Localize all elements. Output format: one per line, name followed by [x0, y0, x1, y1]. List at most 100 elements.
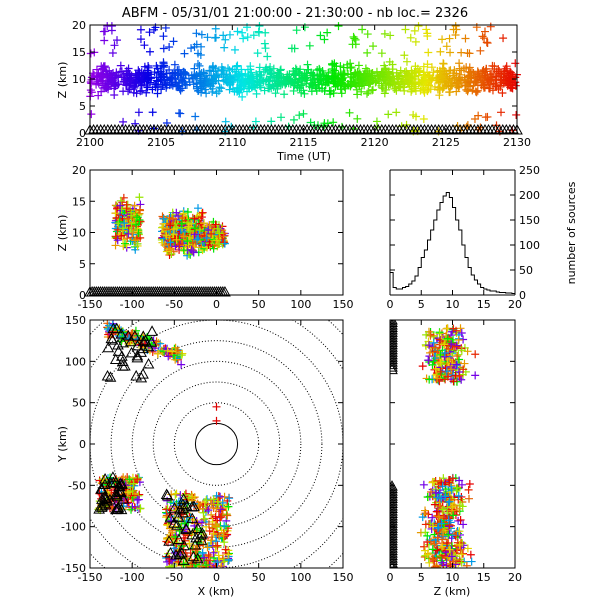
source-point — [340, 83, 349, 92]
source-point — [107, 22, 116, 31]
ground-triangle — [117, 336, 129, 348]
source-point — [486, 77, 495, 86]
x-tick-label: 20 — [508, 571, 522, 584]
ground-triangle — [191, 552, 204, 564]
source-point — [311, 82, 320, 91]
source-point — [434, 523, 443, 532]
source-point — [448, 359, 457, 368]
source-point — [363, 48, 372, 57]
source-point — [463, 544, 472, 553]
ground-triangle — [107, 471, 119, 482]
source-point — [259, 68, 268, 77]
source-point — [363, 70, 372, 79]
source-point — [225, 30, 234, 39]
source-point — [190, 214, 199, 223]
source-point — [323, 78, 332, 87]
source-point — [277, 113, 286, 122]
source-point — [489, 69, 498, 78]
source-point — [357, 77, 366, 86]
source-point — [204, 226, 213, 235]
y-tick-label: -150 — [61, 562, 86, 575]
ground-triangle — [112, 502, 124, 514]
source-point — [126, 73, 135, 82]
source-point — [215, 83, 224, 92]
x-tick-label: 10 — [446, 298, 460, 311]
source-point — [168, 528, 177, 537]
source-point — [457, 66, 466, 75]
ground-triangle — [109, 476, 122, 487]
x-tick-label: 100 — [290, 298, 311, 311]
source-point — [380, 61, 389, 70]
source-point — [455, 70, 464, 79]
ground-triangle — [96, 493, 108, 504]
source-point — [439, 528, 448, 537]
ground-triangle — [112, 338, 124, 350]
y-tick-label: 100 — [65, 355, 86, 368]
source-point — [452, 360, 461, 369]
source-point — [411, 62, 420, 71]
source-point — [318, 66, 327, 75]
source-point — [455, 527, 464, 536]
source-point — [136, 87, 145, 96]
ground-triangle — [131, 351, 144, 363]
source-point — [447, 552, 456, 561]
ground-triangle — [124, 335, 137, 347]
source-point — [274, 69, 283, 78]
source-point — [191, 112, 200, 121]
source-point — [265, 65, 274, 74]
source-point — [478, 32, 487, 41]
ground-triangle — [173, 533, 185, 545]
y-tick-label: 15 — [72, 46, 86, 59]
source-point — [113, 234, 122, 243]
ground-triangle — [146, 325, 158, 336]
ground-triangle — [99, 478, 111, 490]
source-point — [383, 74, 392, 83]
source-point — [435, 329, 444, 338]
source-point — [247, 68, 256, 77]
source-point — [157, 70, 166, 79]
source-point — [472, 23, 481, 32]
source-point — [471, 350, 480, 359]
source-point — [333, 81, 342, 90]
source-point — [203, 33, 212, 42]
source-point — [172, 489, 181, 498]
source-point — [199, 553, 208, 562]
source-point — [202, 89, 211, 98]
source-point — [428, 360, 437, 369]
source-point — [140, 62, 149, 71]
source-point — [92, 73, 101, 82]
x-tick-label: 150 — [333, 571, 354, 584]
source-point — [455, 355, 464, 364]
source-point — [202, 234, 211, 243]
source-point — [411, 37, 420, 46]
source-point — [425, 341, 434, 350]
source-point — [214, 551, 223, 560]
source-point — [449, 511, 458, 520]
source-point — [193, 235, 202, 244]
source-point — [198, 246, 207, 255]
source-point — [111, 241, 120, 250]
z-y-panel: 0 5 10 15 20 Z (km) — [387, 319, 522, 598]
source-point — [438, 542, 447, 551]
source-point — [128, 229, 137, 238]
source-point — [251, 83, 260, 92]
source-point — [472, 88, 481, 97]
ground-triangle — [107, 322, 120, 334]
source-point — [198, 549, 207, 558]
source-point — [233, 27, 242, 36]
source-point — [169, 225, 178, 234]
source-point — [87, 79, 96, 88]
source-point — [113, 80, 122, 89]
source-point — [453, 483, 462, 492]
ground-triangle — [163, 535, 175, 546]
x-height-ground-markers — [84, 285, 231, 297]
source-point — [362, 89, 371, 98]
source-point — [428, 478, 437, 487]
source-point — [108, 76, 117, 85]
source-point — [179, 67, 188, 76]
source-point — [192, 84, 201, 93]
source-point — [179, 232, 188, 241]
source-point — [100, 82, 109, 91]
source-point — [190, 224, 199, 233]
x-tick-label: 0 — [213, 298, 220, 311]
